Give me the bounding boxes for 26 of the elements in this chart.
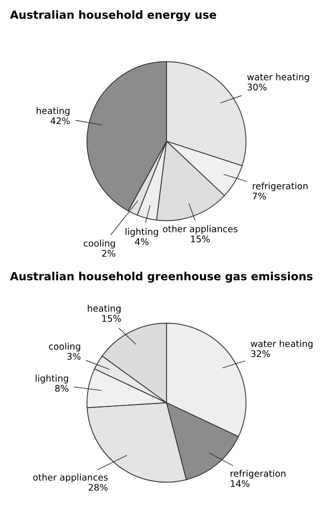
slice-label: heating xyxy=(36,107,70,116)
slice-label: water heating xyxy=(247,73,309,82)
slice-label: lighting xyxy=(36,374,68,384)
data-label: 28% xyxy=(88,484,108,491)
slice-label: lighting xyxy=(126,228,158,237)
slice-label: other appliances xyxy=(162,225,238,234)
slice-label: cooling xyxy=(84,240,115,248)
chart-title: Australian household greenhouse gas emissions xyxy=(10,272,312,283)
slice-label: water heating xyxy=(250,340,312,349)
slice-label: heating xyxy=(88,304,121,314)
slice-label: cooling xyxy=(48,342,80,352)
slice-label: refrigeration xyxy=(230,470,286,479)
data-label: 4% xyxy=(135,238,148,246)
data-label: 8% xyxy=(55,384,68,392)
data-label: 30% xyxy=(248,84,266,90)
data-label: 14% xyxy=(230,480,250,487)
data-label: 7% xyxy=(252,192,266,200)
chart-title: Australian household energy use xyxy=(10,10,216,22)
slice-label: refrigeration xyxy=(252,182,308,192)
data-label: 42% xyxy=(50,117,70,124)
data-label: 15% xyxy=(191,236,210,242)
data-label: 3% xyxy=(67,352,80,360)
data-label: 32% xyxy=(251,350,270,358)
data-label: 15% xyxy=(102,315,121,322)
data-label: 2% xyxy=(102,250,116,257)
slice-label: other appliances xyxy=(33,474,108,482)
